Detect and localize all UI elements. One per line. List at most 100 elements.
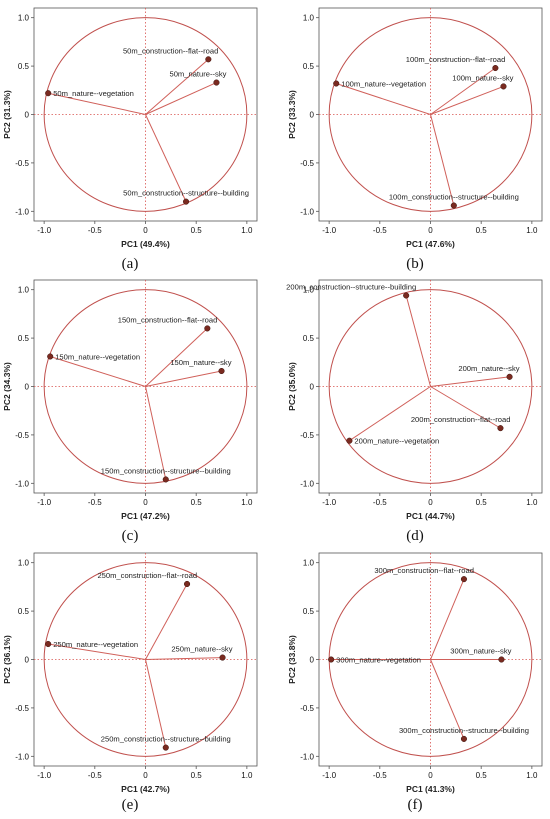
chart-panel-b: -1.0 -0.5 0 0.5 1.0 1.0 0.5 0 -0.5 -1.0 PC1 (47.6%… [285,0,550,270]
x-tick-label: 0.5 [476,771,488,780]
variable-label: 150m_nature--sky [170,358,231,367]
y-tick-label: 0 [25,111,30,120]
correlation-circle [43,562,248,757]
loading-vector [430,578,465,660]
x-tick-label: 1.0 [241,498,253,507]
x-tick-label: -1.0 [37,771,51,780]
variable-label: 50m_construction--flat--road [123,46,218,55]
loading-point [162,744,169,751]
y-axis-title: PC2 (31.3%) [2,90,12,139]
loading-point [218,367,225,375]
y-tick-label: -0.5 [15,159,29,168]
y-tick-label: -0.5 [300,704,314,713]
loading-point [182,198,190,205]
loading-vector [145,583,188,660]
y-tick-label: -0.5 [300,159,314,168]
variable-label: 250m_nature--vegetation [53,640,138,649]
loading-point [213,79,220,86]
correlation-circle [43,17,248,212]
variable-label: 200m_nature--vegetation [354,437,439,446]
y-tick-label: 0 [25,656,30,665]
y-tick-label: -1.0 [300,479,314,488]
y-tick-label: 0.5 [303,607,315,616]
chart-panel-a: -1.0 -0.5 0 0.5 1.0 1.0 0.5 0 -0.5 -1.0 PC1 (49.4%… [0,0,265,270]
x-tick-label: -1.0 [37,226,51,235]
y-tick-label: -1.0 [15,207,29,216]
loading-vector [430,659,465,740]
loading-vector [145,328,208,387]
y-tick-label: 1.0 [303,286,315,295]
chart-panel-c: -1.0 -0.5 0 0.5 1.0 1.0 0.5 0 -0.5 -1.0 PC1 (47.2%… [0,272,265,542]
x-tick-label: 0 [143,226,148,235]
loading-vector [145,659,167,748]
y-axis-title: PC2 (33.8%) [287,635,297,684]
x-tick-label: -0.5 [373,498,387,507]
x-tick-label: 0.5 [191,226,203,235]
y-tick-label: 0.5 [18,334,30,343]
chart-panel-d: -1.0 -0.5 0 0.5 1.0 1.0 0.5 0 -0.5 -1.0 PC1 (44.7%… [285,272,550,542]
chart-svg-a: -1.0 -0.5 0 0.5 1.0 1.0 0.5 0 -0.5 -1.0 PC1 (49.4%… [2,7,258,249]
y-tick-label: -1.0 [15,479,29,488]
y-tick-label: 1.0 [18,14,30,23]
loading-point [205,56,212,63]
chart-svg-d: -1.0 -0.5 0 0.5 1.0 1.0 0.5 0 -0.5 -1.0 PC1 (44.7%… [286,279,543,521]
x-tick-label: 0 [428,771,433,780]
variable-label: 150m_construction--structure--building [101,466,231,475]
chart-svg-e: -1.0 -0.5 0 0.5 1.0 1.0 0.5 0 -0.5 -1.0 PC1 (42.7%… [2,552,258,794]
loading-point [346,437,353,444]
variable-label: 200m_construction--flat--road [411,415,511,424]
caption-c: (c) [121,528,139,544]
loading-point [460,576,467,583]
x-tick-label: 1.0 [526,498,538,507]
y-tick-label: 1.0 [18,559,30,568]
y-tick-label: 0.5 [18,607,30,616]
x-tick-label: 0 [428,226,433,235]
variable-label: 250m_nature--sky [171,645,232,654]
x-tick-label: -1.0 [37,498,51,507]
correlation-circle [328,17,533,212]
loading-vector [145,114,187,202]
loading-point [450,202,457,209]
y-tick-label: 0.5 [303,62,315,71]
correlation-circle [43,289,248,484]
loading-vector [430,67,496,115]
x-tick-label: 1.0 [241,226,253,235]
caption-f: (f) [407,797,423,813]
caption-d: (d) [406,528,424,544]
chart-svg-f: -1.0 -0.5 0 0.5 1.0 1.0 0.5 0 -0.5 -1.0 PC1 (41.3%… [287,552,543,794]
loading-vector [430,85,504,115]
loading-point [45,90,52,97]
x-tick-label: 0.5 [476,226,488,235]
variable-label: 250m_construction--flat--road [97,571,197,580]
y-axis-title: PC2 (36.1%) [2,635,12,684]
variable-label: 150m_nature--vegetation [55,352,140,361]
loading-point [460,735,467,742]
loading-point [498,656,505,663]
x-tick-label: 1.0 [526,771,538,780]
variable-label: 100m_nature--sky [452,73,513,82]
y-tick-label: 1.0 [303,559,315,568]
variable-label: 200m_construction--structure--building [286,282,416,291]
x-tick-label: -0.5 [373,771,387,780]
loading-point [184,580,191,588]
x-tick-label: -1.0 [322,226,336,235]
x-axis-title: PC1 (42.7%) [121,784,170,794]
variable-label: 50m_construction--structure--building [123,189,249,198]
x-axis-title: PC1 (49.4%) [121,239,170,249]
loading-vector [50,356,146,387]
x-tick-label: 0.5 [476,498,488,507]
chart-panel-f: -1.0 -0.5 0 0.5 1.0 1.0 0.5 0 -0.5 -1.0 PC1 (41.3%… [285,545,550,815]
x-axis-title: PC1 (47.6%) [406,239,455,249]
loading-point [219,654,226,661]
x-axis-title: PC1 (44.7%) [406,511,455,521]
y-tick-label: -1.0 [15,752,29,761]
y-tick-label: 0 [310,656,315,665]
loading-vector [430,114,455,206]
loading-vector [145,82,217,115]
loading-point [204,325,211,332]
variable-label: 50m_nature--sky [169,70,226,79]
y-tick-label: -0.5 [15,704,29,713]
loading-vector [48,643,146,660]
caption-a: (a) [121,256,139,272]
caption-e: (e) [121,797,139,813]
